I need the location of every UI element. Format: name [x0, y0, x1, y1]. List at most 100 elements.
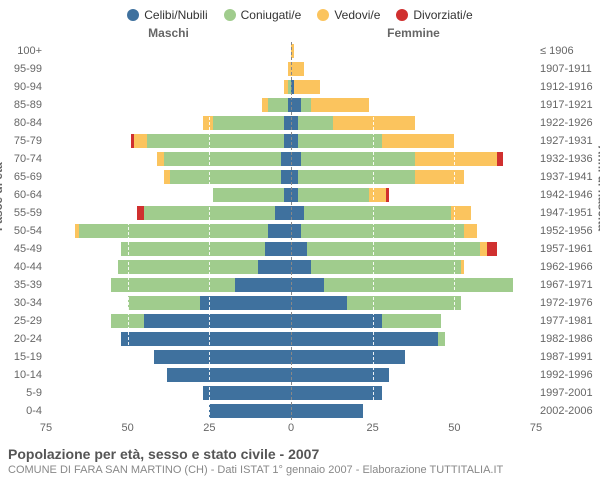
age-label: 40-44	[0, 258, 42, 276]
year-label: 1957-1961	[540, 240, 600, 258]
bar-segment	[451, 206, 471, 220]
bar-segment	[311, 260, 461, 274]
legend-swatch	[127, 9, 139, 21]
bar-segment	[291, 350, 405, 364]
bar-segment	[291, 224, 301, 238]
bar-segment	[147, 134, 284, 148]
bar-segment	[298, 134, 383, 148]
bar-segment	[144, 314, 291, 328]
bar-segment	[121, 242, 265, 256]
bar-row-female	[291, 294, 536, 312]
bar-segment	[386, 188, 389, 202]
age-label: 85-89	[0, 96, 42, 114]
bar-segment	[298, 188, 370, 202]
bar-segment	[497, 152, 504, 166]
age-label: 30-34	[0, 294, 42, 312]
bar-segment	[291, 206, 304, 220]
legend-label: Vedovi/e	[334, 8, 380, 22]
bar-segment	[144, 206, 275, 220]
bar-row-male	[46, 204, 291, 222]
bar-segment	[209, 404, 291, 418]
bar-segment	[291, 98, 301, 112]
bar-row-male	[46, 366, 291, 384]
bar-segment	[291, 314, 382, 328]
year-label: 1952-1956	[540, 222, 600, 240]
bar-segment	[464, 224, 477, 238]
header-male: Maschi	[46, 26, 291, 40]
population-pyramid: Fasce di età 100+95-9990-9485-8980-8475-…	[0, 42, 600, 420]
age-label: 90-94	[0, 78, 42, 96]
bar-segment	[281, 152, 291, 166]
x-tick: 25	[367, 422, 379, 434]
bar-segment	[154, 350, 291, 364]
age-label: 5-9	[0, 384, 42, 402]
bar-segment	[258, 260, 291, 274]
bar-segment	[304, 206, 451, 220]
bar-row-female	[291, 204, 536, 222]
legend-swatch	[317, 9, 329, 21]
legend-label: Coniugati/e	[241, 8, 302, 22]
legend-swatch	[396, 9, 408, 21]
bar-segment	[291, 332, 438, 346]
bar-row-female	[291, 186, 536, 204]
male-bars	[46, 42, 291, 420]
bar-row-female	[291, 330, 536, 348]
bar-row-female	[291, 78, 536, 96]
bar-segment	[307, 242, 480, 256]
bar-segment	[164, 152, 282, 166]
bar-row-male	[46, 402, 291, 420]
bar-segment	[438, 332, 445, 346]
age-label: 65-69	[0, 168, 42, 186]
bar-segment	[311, 98, 370, 112]
x-tick: 75	[40, 422, 52, 434]
gender-headers: Maschi Femmine	[0, 24, 600, 42]
footer: Popolazione per età, sesso e stato civil…	[0, 436, 600, 476]
age-label: 55-59	[0, 204, 42, 222]
bar-segment	[134, 134, 147, 148]
bar-row-male	[46, 258, 291, 276]
bar-row-female	[291, 276, 536, 294]
year-label: 1937-1941	[540, 168, 600, 186]
bar-segment	[291, 368, 389, 382]
bar-segment	[291, 152, 301, 166]
bar-segment	[213, 188, 285, 202]
bar-row-male	[46, 384, 291, 402]
age-label: 0-4	[0, 402, 42, 420]
age-label: 35-39	[0, 276, 42, 294]
header-female: Femmine	[291, 26, 536, 40]
bar-segment	[298, 116, 334, 130]
bar-segment	[324, 278, 513, 292]
bar-segment	[291, 278, 324, 292]
bar-segment	[281, 170, 291, 184]
year-label: 1922-1926	[540, 114, 600, 132]
bar-segment	[167, 368, 291, 382]
age-label: 60-64	[0, 186, 42, 204]
bar-segment	[415, 152, 497, 166]
bar-row-female	[291, 114, 536, 132]
legend-item: Coniugati/e	[224, 8, 302, 22]
bar-row-male	[46, 96, 291, 114]
chart-subtitle: COMUNE DI FARA SAN MARTINO (CH) - Dati I…	[8, 464, 592, 476]
year-axis: ≤ 19061907-19111912-19161917-19211922-19…	[536, 42, 600, 420]
year-label: 1992-1996	[540, 366, 600, 384]
bar-row-male	[46, 348, 291, 366]
bar-segment	[298, 170, 416, 184]
bar-segment	[301, 224, 464, 238]
age-axis: 100+95-9990-9485-8980-8475-7970-7465-696…	[0, 42, 46, 420]
bar-segment	[200, 296, 291, 310]
bar-row-female	[291, 366, 536, 384]
bar-row-male	[46, 42, 291, 60]
x-axis: 7550250255075	[0, 422, 600, 436]
legend-swatch	[224, 9, 236, 21]
bar-segment	[128, 296, 200, 310]
bar-segment	[268, 224, 291, 238]
age-label: 25-29	[0, 312, 42, 330]
bar-row-male	[46, 294, 291, 312]
y-axis-label-left: Fasce di età	[0, 162, 5, 231]
bar-segment	[275, 206, 291, 220]
bar-segment	[333, 116, 415, 130]
bar-row-female	[291, 402, 536, 420]
chart-title: Popolazione per età, sesso e stato civil…	[8, 446, 592, 462]
bar-segment	[369, 188, 385, 202]
bar-segment	[301, 152, 415, 166]
